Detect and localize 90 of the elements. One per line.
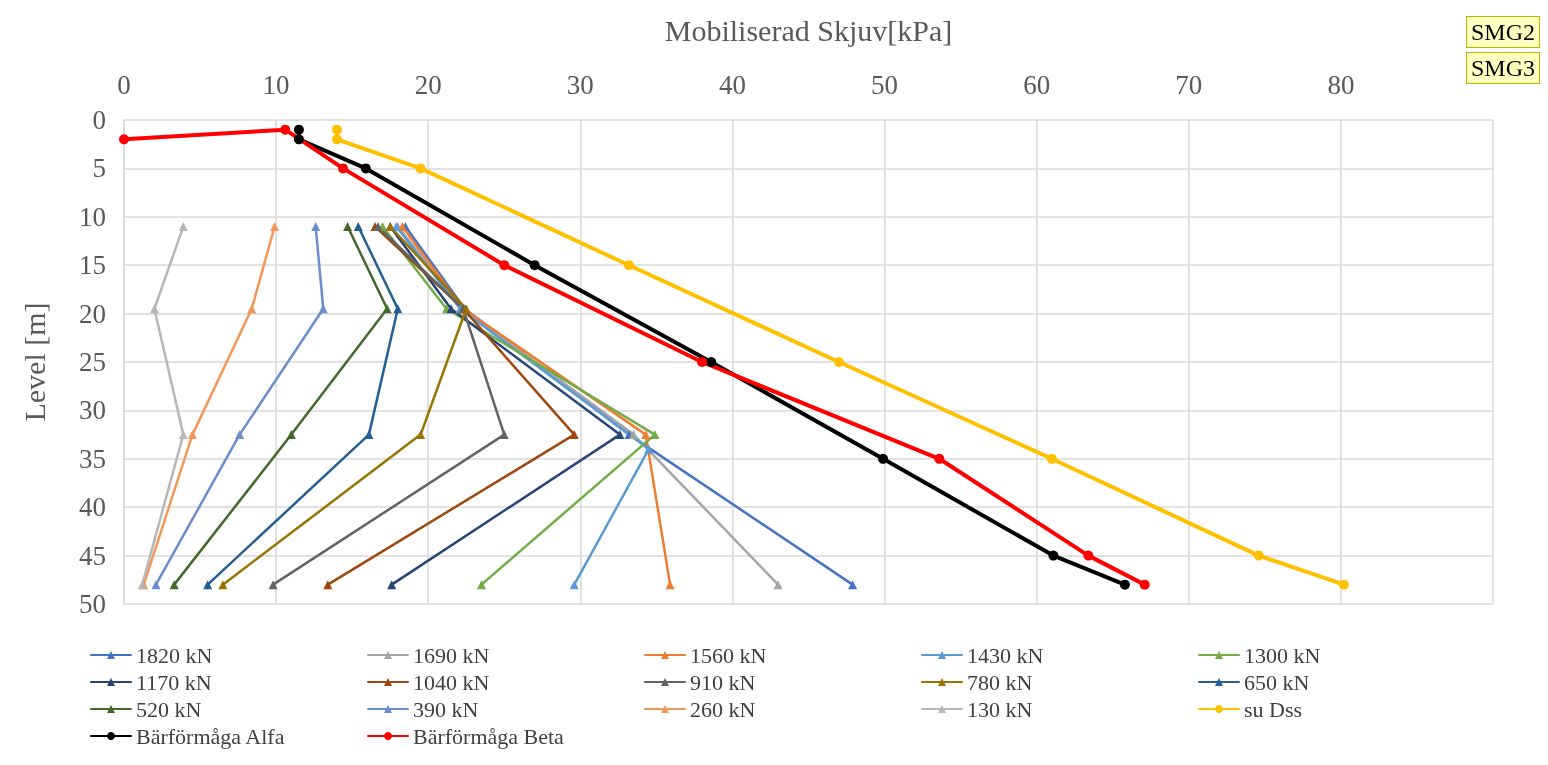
point [293,124,304,135]
point [1139,579,1150,590]
point [665,580,675,590]
x-tick-label: 20 [414,69,442,100]
legend-label: 390 kN [413,696,479,722]
legend-label: 520 kN [136,696,202,722]
point [178,430,188,440]
legend-label: 1690 kN [413,642,490,668]
y-tick-label: 30 [79,395,106,426]
legend-label: 1300 kN [1244,642,1321,668]
point [360,163,371,174]
point [331,134,342,145]
y-tick-label: 0 [92,105,106,135]
y-tick-label: 15 [79,250,106,281]
point [1253,550,1264,561]
legend-label: 1430 kN [967,642,1044,668]
point [644,444,654,454]
point [476,580,486,590]
legend-label: 910 kN [690,669,756,695]
point [878,453,889,464]
point [293,134,304,145]
point [415,163,426,174]
point [1083,550,1094,561]
x-tick-label: 80 [1327,69,1355,100]
x-tick-label: 30 [566,69,594,100]
point [934,453,945,464]
point [706,357,717,367]
point [1338,579,1349,590]
legend-label: 1560 kN [690,642,767,668]
point [187,430,197,440]
point [697,357,708,367]
point [286,430,296,440]
point [833,357,844,367]
y-tick-label: 50 [79,589,106,619]
x-tick-label: 0 [117,69,131,100]
legend-label: 1170 kN [136,669,212,695]
point [615,430,625,440]
point [280,124,291,135]
point [1046,453,1057,464]
legend-label: 1040 kN [413,669,490,695]
point [331,124,342,135]
point [624,260,635,271]
x-tick-label: 50 [871,69,899,100]
point [323,580,333,590]
point [353,221,363,231]
point [1048,550,1059,561]
y-axis-title: Level [m] [17,302,51,422]
y-tick-label: 40 [79,492,106,523]
legend-label: Bärförmåga Beta [413,723,565,749]
point [343,221,353,231]
point [848,580,858,590]
y-tick-label: 10 [79,201,106,232]
y-tick-label: 20 [79,298,106,329]
legend-label: 260 kN [690,696,756,722]
y-tick-label: 5 [92,153,106,184]
point [499,260,510,271]
legend-label: Bärförmåga Alfa [136,723,285,749]
point [270,221,280,231]
legend-label: 130 kN [967,696,1033,722]
point [338,163,349,174]
legend-label: su Dss [1244,696,1303,722]
x-axis-title: Mobiliserad Skjuv[kPa] [664,13,953,47]
point [1119,579,1130,590]
y-tick-label: 45 [79,540,106,571]
point [149,304,159,314]
point [178,221,188,231]
legend-label: 1820 kN [136,642,213,668]
y-tick-label: 25 [79,347,106,377]
x-tick-label: 10 [262,69,290,100]
legend-label: 780 kN [967,669,1033,695]
point [529,260,540,271]
text: SMG3 [1470,55,1536,81]
point [364,430,374,440]
point [268,580,278,590]
point [446,304,456,314]
point [151,580,161,590]
point [311,221,321,231]
legend-label: 650 kN [1244,669,1310,695]
point [218,580,228,590]
point [650,430,660,440]
point [203,580,213,590]
point [773,580,783,590]
point [416,430,426,440]
x-tick-label: 40 [718,69,746,100]
x-tick-label: 60 [1023,69,1051,100]
y-tick-label: 35 [79,443,106,474]
point [235,430,245,440]
x-tick-label: 70 [1175,69,1203,100]
text: SMG2 [1470,19,1536,45]
point [119,134,129,145]
